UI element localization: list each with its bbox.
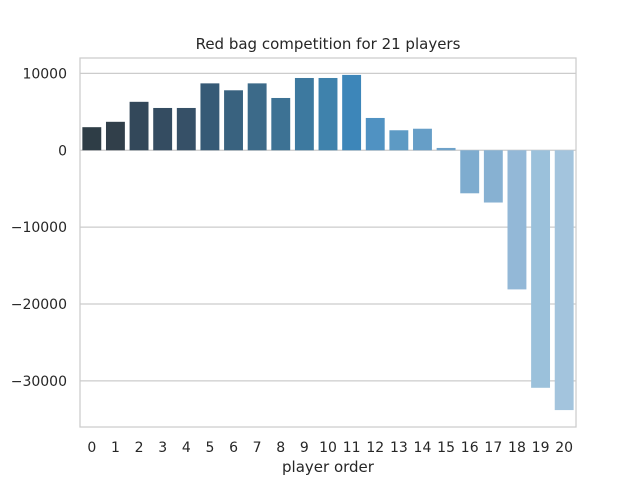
- bar-player-5: [200, 83, 220, 151]
- x-tick-label: 12: [366, 440, 384, 456]
- x-tick-label: 14: [414, 440, 432, 456]
- y-tick-label: 0: [58, 143, 67, 159]
- y-tick-label: −30000: [11, 374, 67, 390]
- bar-player-17: [483, 150, 503, 203]
- bar-player-10: [318, 77, 338, 151]
- bar-player-0: [82, 127, 102, 151]
- bar-player-16: [460, 150, 480, 194]
- bars: [82, 74, 574, 411]
- x-axis-label: player order: [282, 458, 375, 476]
- x-tick-label: 7: [253, 440, 262, 456]
- bar-player-7: [247, 83, 267, 151]
- bar-player-2: [129, 101, 149, 151]
- y-tick-label: −10000: [11, 220, 67, 236]
- y-axis-ticks: 10000 0 −10000 −20000 −30000: [11, 66, 67, 390]
- x-axis-ticks: 0 1 2 3 4 5 6 7 8 9 10 11 12 13 14 15 16 17 18 19 20: [87, 440, 573, 456]
- x-tick-label: 3: [158, 440, 167, 456]
- x-tick-label: 0: [87, 440, 96, 456]
- chart-title: Red bag competition for 21 players: [196, 35, 461, 53]
- x-tick-label: 15: [437, 440, 455, 456]
- x-tick-label: 10: [319, 440, 337, 456]
- bar-player-20: [554, 150, 574, 411]
- bar-player-4: [176, 107, 196, 151]
- x-tick-label: 17: [484, 440, 502, 456]
- x-tick-label: 16: [461, 440, 479, 456]
- bar-player-6: [224, 90, 243, 151]
- bar-player-19: [531, 150, 551, 388]
- bar-player-15: [436, 147, 456, 151]
- bar-player-12: [365, 117, 385, 151]
- bar-player-18: [507, 150, 527, 290]
- x-tick-label: 18: [508, 440, 526, 456]
- x-tick-label: 20: [555, 440, 573, 456]
- bar-player-1: [105, 121, 125, 151]
- bar-player-8: [271, 97, 291, 151]
- bar-player-11: [342, 74, 362, 151]
- x-tick-label: 1: [111, 440, 120, 456]
- x-tick-label: 4: [182, 440, 191, 456]
- x-tick-label: 11: [343, 440, 361, 456]
- x-tick-label: 19: [532, 440, 550, 456]
- x-tick-label: 2: [135, 440, 144, 456]
- bar-player-13: [389, 130, 409, 151]
- bar-player-9: [294, 77, 314, 151]
- x-tick-label: 6: [229, 440, 238, 456]
- x-tick-label: 9: [300, 440, 309, 456]
- y-tick-label: 10000: [22, 66, 67, 82]
- bar-player-3: [153, 107, 173, 151]
- x-tick-label: 8: [276, 440, 285, 456]
- y-tick-label: −20000: [11, 297, 67, 313]
- bar-player-14: [413, 128, 432, 151]
- x-tick-label: 5: [205, 440, 214, 456]
- plot-frame: [79, 57, 577, 428]
- x-tick-label: 13: [390, 440, 408, 456]
